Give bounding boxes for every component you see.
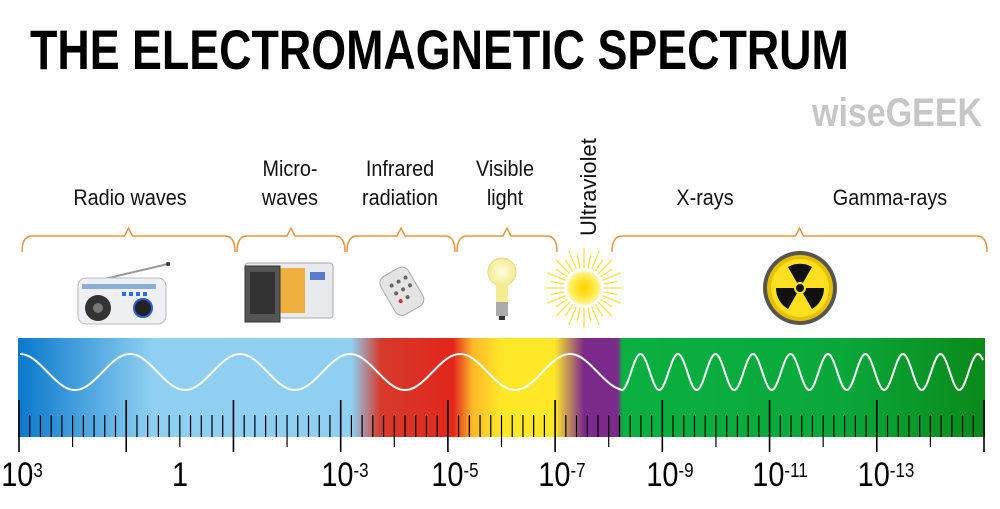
sun-ray xyxy=(576,254,581,269)
sun-ray xyxy=(564,259,574,272)
sun-ray xyxy=(555,259,571,275)
band-bracket xyxy=(346,226,456,253)
sun-ray xyxy=(576,307,581,322)
sun-ray xyxy=(546,295,566,304)
axis-label-10e-13: 10-13 xyxy=(857,456,915,494)
band-bracket xyxy=(21,226,236,253)
label-infrared-1: Infrared xyxy=(365,156,435,181)
sun-ray xyxy=(555,298,568,308)
watermark-logo: wiseGEEK xyxy=(812,91,983,135)
sun-ray xyxy=(546,272,566,281)
axis-label-10e-7: 10-7 xyxy=(538,456,586,494)
axis-label-1: 1 xyxy=(171,456,189,494)
axis-label-10e-9: 10-9 xyxy=(646,456,694,494)
sun-ray xyxy=(555,301,571,317)
band-bracket xyxy=(456,226,558,253)
page-title: THE ELECTROMAGNETIC SPECTRUM xyxy=(30,18,849,81)
sun-ray xyxy=(602,295,622,304)
label-microwaves-1: Micro- xyxy=(262,156,318,181)
light-bulb-icon xyxy=(487,257,517,320)
sun-ray xyxy=(600,268,613,278)
sun-ray xyxy=(602,272,622,281)
sun-ray xyxy=(594,304,604,317)
sun-ray xyxy=(568,306,577,326)
sun-ray xyxy=(591,306,600,326)
axis-label-10e-5: 10-5 xyxy=(431,456,479,494)
label-gamma-rays: Gamma-rays xyxy=(832,185,948,210)
band-bracket xyxy=(611,226,988,253)
sun-ray xyxy=(597,301,613,317)
sun-ray xyxy=(594,259,604,272)
label-visible-1: Visible xyxy=(476,156,534,181)
sun-ray xyxy=(564,304,574,317)
sun-ray xyxy=(600,298,613,308)
sun-ray xyxy=(587,254,592,269)
band-bracket xyxy=(236,226,346,253)
label-infrared-2: radiation xyxy=(362,185,438,210)
axis-label-10e3: 103 xyxy=(1,456,43,494)
sun-ray xyxy=(550,291,565,296)
radio-icon xyxy=(77,262,170,325)
label-visible-2: light xyxy=(486,185,524,210)
radiation-symbol-icon xyxy=(763,251,837,325)
band-brackets xyxy=(21,226,988,253)
sun-ray xyxy=(603,280,618,285)
label-radio-waves: Radio waves xyxy=(73,185,187,210)
remote-control-icon xyxy=(379,266,425,316)
sun-ray xyxy=(591,250,600,270)
label-microwaves-2: waves xyxy=(261,185,319,210)
axis-label-10e-3: 10-3 xyxy=(321,456,369,494)
label-x-rays: X-rays xyxy=(676,185,734,210)
wave-line xyxy=(20,352,984,392)
axis-label-10e-11: 10-11 xyxy=(752,456,808,494)
sun-ray xyxy=(587,307,592,322)
microwave-oven-icon xyxy=(244,262,334,323)
axis-ticks xyxy=(18,400,985,452)
sun-ray xyxy=(555,268,568,278)
sun-ray xyxy=(568,250,577,270)
sun-ray xyxy=(597,259,613,275)
sun-ray xyxy=(603,291,618,296)
sun-ray xyxy=(550,280,565,285)
sun-icon xyxy=(544,248,624,328)
